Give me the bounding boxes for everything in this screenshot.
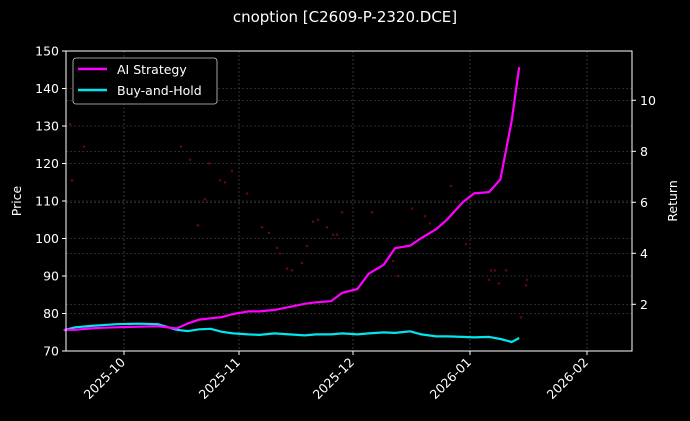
price-marker xyxy=(207,162,211,165)
right-tick-label: 4 xyxy=(640,246,648,261)
left-tick-label: 150 xyxy=(35,44,59,59)
price-marker xyxy=(223,180,227,184)
price-marker xyxy=(449,184,453,188)
price-marker xyxy=(489,269,493,272)
left-tick-label: 110 xyxy=(35,194,59,209)
price-marker xyxy=(188,158,192,162)
price-marker xyxy=(487,278,491,282)
price-marker xyxy=(519,315,523,319)
x-tick-label: 2025-12 xyxy=(310,355,358,403)
price-marker xyxy=(82,145,86,148)
legend-label-ai-strategy: AI Strategy xyxy=(117,62,187,77)
price-marker xyxy=(340,210,344,214)
price-marker xyxy=(179,145,183,148)
price-marker xyxy=(267,231,271,235)
left-tick-label: 90 xyxy=(43,269,59,284)
x-tick-label: 2026-02 xyxy=(544,355,592,403)
price-marker xyxy=(335,233,339,237)
series-line-ai-strategy xyxy=(63,66,521,331)
price-marker xyxy=(504,269,508,272)
price-marker xyxy=(203,197,207,201)
price-marker xyxy=(524,284,528,287)
right-tick-label: 2 xyxy=(640,297,648,312)
price-marker xyxy=(300,261,304,265)
price-marker xyxy=(218,179,222,182)
x-tick-label: 2025-10 xyxy=(81,354,129,402)
price-marker xyxy=(285,267,289,270)
grid-lines xyxy=(66,50,632,352)
x-axis: 2025-10 2025-11 2025-12 2026-01 2026-02 xyxy=(81,351,592,403)
price-marker xyxy=(230,169,234,173)
price-marker xyxy=(316,218,320,222)
price-marker xyxy=(423,214,427,218)
price-marker xyxy=(525,278,529,282)
price-marker xyxy=(196,224,200,227)
price-marker xyxy=(70,179,74,182)
price-marker xyxy=(245,192,249,195)
price-marker xyxy=(370,210,374,214)
price-marker xyxy=(325,225,329,229)
left-tick-label: 130 xyxy=(35,119,59,134)
left-tick-label: 140 xyxy=(35,81,59,96)
legend: AI Strategy Buy-and-Hold xyxy=(72,57,218,105)
price-marker xyxy=(260,225,264,229)
right-tick-label: 8 xyxy=(640,144,648,159)
x-tick-label: 2025-11 xyxy=(196,355,244,403)
price-marker xyxy=(305,244,309,248)
price-scatter-markers xyxy=(68,122,529,319)
series-lines xyxy=(63,66,521,344)
left-y-axis: 70 80 90 100 110 120 130 140 150 xyxy=(35,44,66,359)
price-marker xyxy=(275,246,279,250)
left-tick-label: 120 xyxy=(35,156,59,171)
price-marker xyxy=(311,220,315,223)
right-tick-label: 10 xyxy=(640,93,656,108)
legend-box xyxy=(72,57,218,105)
price-marker xyxy=(278,252,282,255)
left-tick-label: 100 xyxy=(35,231,59,246)
left-y-axis-label: Price xyxy=(9,185,24,216)
price-marker xyxy=(391,259,395,263)
right-y-axis-label: Return xyxy=(665,180,680,221)
chart-title: cnoption [C2609-P-2320.DCE] xyxy=(232,8,458,26)
left-tick-label: 70 xyxy=(43,344,59,359)
right-y-axis: 2 4 6 8 10 xyxy=(632,93,656,312)
price-marker xyxy=(410,207,414,210)
right-tick-label: 6 xyxy=(640,195,648,210)
series-line-buy-and-hold xyxy=(63,322,520,344)
price-marker xyxy=(464,242,468,246)
price-marker xyxy=(290,269,294,272)
price-marker xyxy=(68,122,72,126)
price-marker xyxy=(493,269,497,272)
price-marker xyxy=(331,233,335,237)
price-marker xyxy=(396,274,400,278)
left-tick-label: 80 xyxy=(43,306,59,321)
price-marker xyxy=(428,222,432,225)
legend-label-buy-and-hold: Buy-and-Hold xyxy=(117,83,202,98)
price-marker xyxy=(497,282,501,285)
x-tick-label: 2026-01 xyxy=(427,355,475,403)
